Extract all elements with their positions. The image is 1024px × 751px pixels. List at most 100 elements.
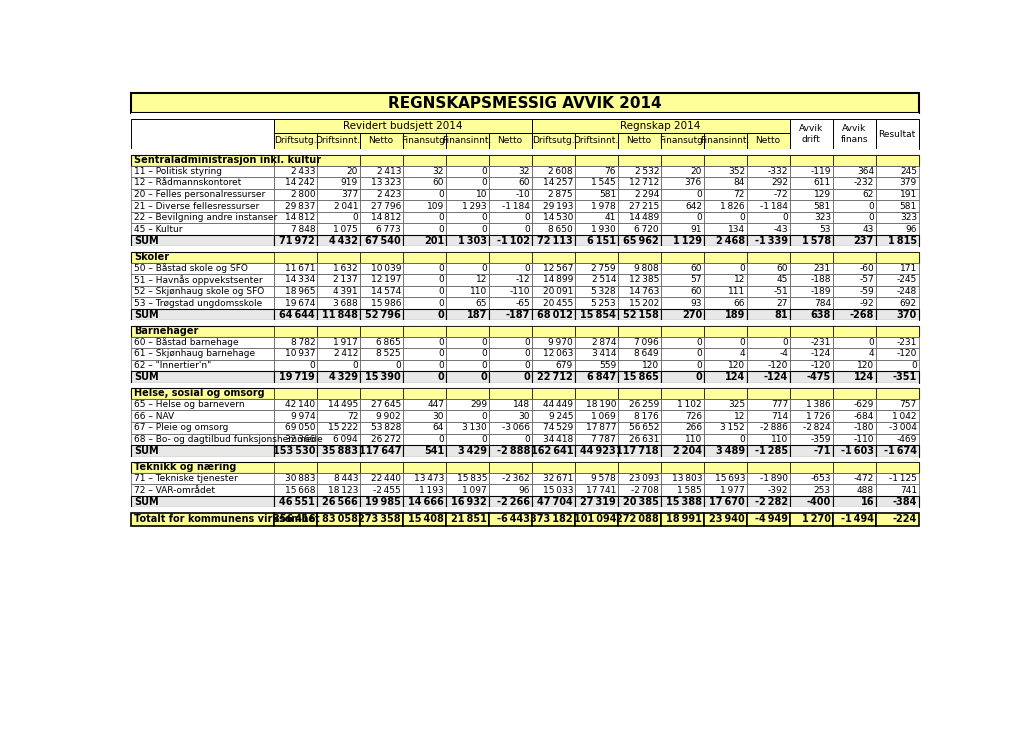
Bar xyxy=(488,212,531,223)
Text: 66: 66 xyxy=(733,299,745,307)
Bar xyxy=(660,252,703,263)
Text: 20: 20 xyxy=(347,167,358,176)
Text: 0: 0 xyxy=(782,213,788,222)
Bar xyxy=(359,165,402,177)
Bar xyxy=(746,235,790,246)
Bar xyxy=(402,399,445,411)
Text: 0: 0 xyxy=(352,361,358,370)
Bar xyxy=(746,252,790,263)
Bar xyxy=(876,496,919,508)
Bar xyxy=(445,309,488,321)
Bar xyxy=(790,433,833,445)
Bar xyxy=(445,445,488,457)
Text: -475: -475 xyxy=(807,372,831,382)
Text: 44 923: 44 923 xyxy=(581,446,616,456)
Bar xyxy=(574,371,617,383)
Bar xyxy=(131,119,273,149)
Text: 2 433: 2 433 xyxy=(291,167,315,176)
Text: 4 432: 4 432 xyxy=(329,236,358,246)
Text: 27 319: 27 319 xyxy=(581,496,616,507)
Bar xyxy=(790,212,833,223)
Bar xyxy=(876,309,919,321)
Bar xyxy=(531,212,574,223)
Bar xyxy=(660,462,703,473)
Bar xyxy=(833,223,876,235)
Text: 14 574: 14 574 xyxy=(371,287,401,296)
Bar xyxy=(131,422,273,433)
Bar xyxy=(746,189,790,201)
Text: 14 812: 14 812 xyxy=(371,213,401,222)
Text: 13 473: 13 473 xyxy=(414,474,444,483)
Bar xyxy=(703,309,746,321)
Bar xyxy=(574,263,617,274)
Text: 559: 559 xyxy=(599,361,616,370)
Text: 3 688: 3 688 xyxy=(334,299,358,307)
Text: Netto: Netto xyxy=(498,137,522,146)
Text: 8 650: 8 650 xyxy=(548,225,573,234)
Bar xyxy=(703,422,746,433)
Text: 17 670: 17 670 xyxy=(710,496,745,507)
Bar xyxy=(876,348,919,360)
Text: 1 578: 1 578 xyxy=(802,236,831,246)
Text: 5 328: 5 328 xyxy=(592,287,616,296)
Text: 22 – Bevilgning andre instanser: 22 – Bevilgning andre instanser xyxy=(134,213,278,222)
Text: Driftsinnt.: Driftsinnt. xyxy=(573,137,618,146)
Bar xyxy=(273,309,316,321)
Text: -71: -71 xyxy=(813,446,831,456)
Bar xyxy=(488,177,531,189)
Bar xyxy=(703,462,746,473)
Text: 14 242: 14 242 xyxy=(285,179,315,188)
Text: 60: 60 xyxy=(518,179,530,188)
Bar xyxy=(402,297,445,309)
Bar xyxy=(273,422,316,433)
Text: 6 720: 6 720 xyxy=(635,225,659,234)
Text: 43: 43 xyxy=(862,225,873,234)
Text: 0: 0 xyxy=(438,276,444,285)
Bar xyxy=(445,422,488,433)
Bar xyxy=(445,201,488,212)
Text: -1 125: -1 125 xyxy=(889,474,916,483)
Text: 29 193: 29 193 xyxy=(543,201,573,210)
Text: 0: 0 xyxy=(438,349,444,358)
Text: -384: -384 xyxy=(893,496,916,507)
Text: -332: -332 xyxy=(768,167,788,176)
Bar xyxy=(617,445,660,457)
Bar xyxy=(273,336,316,348)
Bar xyxy=(359,473,402,484)
Bar xyxy=(131,246,919,252)
Bar xyxy=(703,326,746,336)
Text: 1 978: 1 978 xyxy=(591,201,616,210)
Text: 71 – Tekniske tjenester: 71 – Tekniske tjenester xyxy=(134,474,238,483)
Text: -248: -248 xyxy=(897,287,916,296)
Text: -1 339: -1 339 xyxy=(755,236,788,246)
Text: 30: 30 xyxy=(518,412,530,421)
Text: 292: 292 xyxy=(771,179,788,188)
Text: 323: 323 xyxy=(900,213,916,222)
Bar xyxy=(316,422,359,433)
Text: -1 184: -1 184 xyxy=(760,201,788,210)
Bar xyxy=(445,496,488,508)
Text: -43: -43 xyxy=(773,225,788,234)
Bar xyxy=(316,177,359,189)
Bar xyxy=(402,484,445,496)
Text: 66 – NAV: 66 – NAV xyxy=(134,412,174,421)
Text: 13 323: 13 323 xyxy=(371,179,401,188)
Bar xyxy=(316,462,359,473)
Bar xyxy=(876,235,919,246)
Bar xyxy=(574,388,617,399)
Text: 231: 231 xyxy=(814,264,831,273)
Text: 0: 0 xyxy=(523,372,530,382)
Bar xyxy=(660,223,703,235)
Bar xyxy=(316,496,359,508)
Bar xyxy=(316,473,359,484)
Text: 5 253: 5 253 xyxy=(592,299,616,307)
Bar xyxy=(273,235,316,246)
Bar xyxy=(131,399,273,411)
Text: 741: 741 xyxy=(900,486,916,495)
Bar xyxy=(876,399,919,411)
Text: -359: -359 xyxy=(810,435,831,444)
Bar xyxy=(703,388,746,399)
Bar xyxy=(531,433,574,445)
Bar xyxy=(316,297,359,309)
Bar xyxy=(876,336,919,348)
